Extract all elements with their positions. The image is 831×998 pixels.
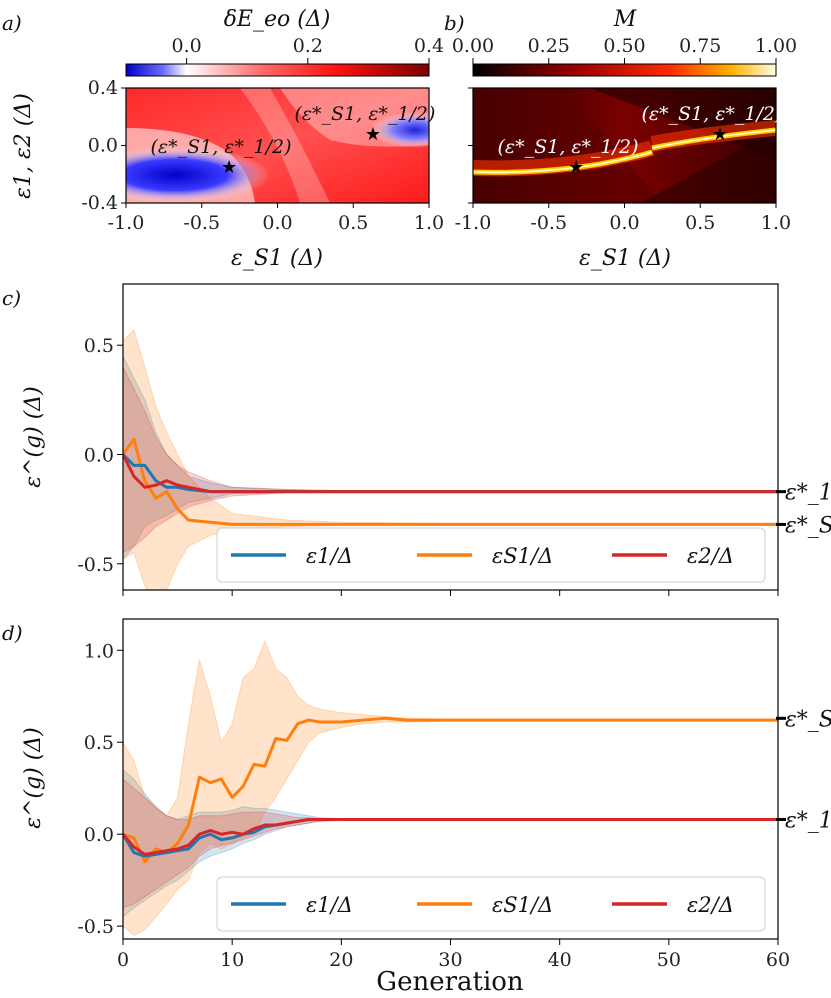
colorbar-tick-label: 0.75 <box>679 35 721 57</box>
x-tick-label: 1.0 <box>414 212 444 234</box>
panel-d-right-labels: ε*_S1 ε*_1/2 <box>776 707 831 833</box>
x-tick-label: -0.5 <box>530 212 567 234</box>
target-label: ε*_1/2 <box>785 808 831 833</box>
y-tick-label: 0.0 <box>84 444 114 466</box>
panel-b-axes: -1.0 -0.5 0.0 0.5 1.0 <box>455 87 791 234</box>
x-tick-label: 40 <box>548 949 572 971</box>
panel-c-ylabel: ε^(g) (Δ) <box>21 386 46 488</box>
legend-box <box>216 876 766 932</box>
panel-d-legend: ε1/Δ εS1/Δ ε2/Δ <box>216 876 766 932</box>
panel-a-axes: -1.0 -0.5 0.0 0.5 1.0 -0.4 0.0 0.4 <box>81 77 444 234</box>
panel-d-letter: d) <box>2 621 23 645</box>
colorbar-tick-label: 0.25 <box>528 35 570 57</box>
panel-a-heatmap <box>126 88 429 203</box>
legend-label: ε2/Δ <box>687 544 734 568</box>
y-tick-label: -0.5 <box>77 916 114 938</box>
optimum-star-marker: ★ <box>568 157 584 178</box>
panel-d-axes: 1.0 0.5 0.0 -0.50 10 20 30 40 50 60 <box>77 640 790 971</box>
x-tick-label: -0.5 <box>183 212 220 234</box>
target-label: ε*_1/2 <box>785 481 831 506</box>
x-tick-label: 50 <box>657 949 681 971</box>
panel-a-colorbar-title: δE_eo (Δ) <box>224 7 331 32</box>
series-line-eps2 <box>123 818 778 856</box>
panel-c-legend: ε1/Δ εS1/Δ ε2/Δ <box>216 527 766 583</box>
panel-c-lines <box>123 437 778 526</box>
band-eps1 <box>123 355 778 561</box>
legend-label: ε1/Δ <box>306 893 353 917</box>
x-tick-label: 0.0 <box>609 212 639 234</box>
optimum-star-marker: ★ <box>712 124 728 145</box>
panel-d-lines <box>123 716 778 864</box>
x-tick-label: 0.5 <box>685 212 715 234</box>
optimum-label: (ε*_S1, ε*_1/2) <box>498 136 639 158</box>
legend-label: εS1/Δ <box>492 893 553 917</box>
target-label: ε*_S1 <box>785 513 831 538</box>
optimum-star-marker: ★ <box>365 124 381 145</box>
panel-a-markers: ★(ε*_S1, ε*_1/2)★(ε*_S1, ε*_1/2) <box>151 103 436 178</box>
colorbar-tick-label: 1.00 <box>755 35 797 57</box>
x-tick-label: 10 <box>220 949 244 971</box>
panel-c-axes: 0.5 0.0 -0.5 <box>77 335 779 596</box>
band-eps2 <box>123 366 778 554</box>
panel-b-letter: b) <box>444 11 465 35</box>
y-tick-label: 0.5 <box>84 335 114 357</box>
optimum-label: (ε*_S1, ε*_1/2) <box>641 103 782 125</box>
x-tick-label: 0.0 <box>262 212 292 234</box>
panel-a-xlabel: ε_S1 (Δ) <box>231 246 323 271</box>
y-tick-label: 1.0 <box>84 640 114 662</box>
panel-b-heatmap <box>473 88 776 203</box>
y-tick-label: 0.4 <box>88 77 118 99</box>
legend-label: ε1/Δ <box>306 544 353 568</box>
colorbar-tick-label: 0.4 <box>414 35 444 57</box>
x-tick-label: 0 <box>117 949 129 971</box>
legend-label: εS1/Δ <box>492 544 553 568</box>
y-tick-label: -0.5 <box>77 554 114 576</box>
y-tick-label: 0.5 <box>84 732 114 754</box>
panel-a-colorbar <box>125 63 430 77</box>
panel-b-colorbar-title: M <box>613 7 637 32</box>
colorbar-tick-label: 0.50 <box>603 35 645 57</box>
panel-b-xlabel: ε_S1 (Δ) <box>579 246 671 271</box>
panel-a-colorbar-ticks: 0.0 0.2 0.4 <box>171 35 444 64</box>
panel-c: c) 0.5 0.0 -0.5 ε*_1/2 ε*_S1 ε^(g) (Δ) ε1/Δ… <box>2 283 831 596</box>
panel-b-markers: ★(ε*_S1, ε*_1/2)★(ε*_S1, ε*_1/2) <box>498 103 783 178</box>
panel-a-letter: a) <box>2 11 22 35</box>
series-line-eps2 <box>123 453 778 494</box>
y-tick-label: 0.0 <box>84 824 114 846</box>
y-tick-label: -0.4 <box>81 192 118 214</box>
panel-d: d) 1.0 0.5 0.0 -0.50 10 20 30 40 50 60 ε*_S1 ε*_1/… <box>2 618 831 997</box>
y-tick-label: 0.0 <box>88 135 118 157</box>
panel-b-colorbar <box>472 63 777 77</box>
x-tick-label: 60 <box>766 949 790 971</box>
panel-c-letter: c) <box>2 286 21 310</box>
x-tick-label: 30 <box>438 949 462 971</box>
legend-box <box>216 527 766 583</box>
x-tick-label: 1.0 <box>761 212 791 234</box>
legend-label: ε2/Δ <box>687 893 734 917</box>
optimum-label: (ε*_S1, ε*_1/2) <box>151 136 292 158</box>
panel-a: a) δE_eo (Δ) 0.0 0.2 0.4 -1.0 -0.5 0.0 0.5 1.0… <box>2 7 444 271</box>
panel-d-ylabel: ε^(g) (Δ) <box>21 727 46 829</box>
x-tick-label: -1.0 <box>108 212 145 234</box>
panel-a-ylabel: ε1, ε2 (Δ) <box>11 93 36 199</box>
colorbar-tick-label: 0.2 <box>293 35 323 57</box>
colorbar-tick-label: 0.0 <box>171 35 201 57</box>
panel-c-right-labels: ε*_1/2 ε*_S1 <box>776 481 831 538</box>
panel-b-colorbar-ticks: 0.00 0.25 0.50 0.75 1.00 <box>452 35 797 64</box>
optimum-star-marker: ★ <box>221 157 237 178</box>
x-tick-label: -1.0 <box>455 212 492 234</box>
optimum-label: (ε*_S1, ε*_1/2) <box>294 103 435 125</box>
colorbar-tick-label: 0.00 <box>452 35 494 57</box>
x-tick-label: 20 <box>329 949 353 971</box>
panel-b: b) M 0.00 0.25 0.50 0.75 1.00 -1.0 -0.5 0.0 0.5… <box>444 7 797 271</box>
panel-d-xlabel: Generation <box>376 967 524 997</box>
target-label: ε*_S1 <box>785 707 831 732</box>
x-tick-label: 0.5 <box>338 212 368 234</box>
